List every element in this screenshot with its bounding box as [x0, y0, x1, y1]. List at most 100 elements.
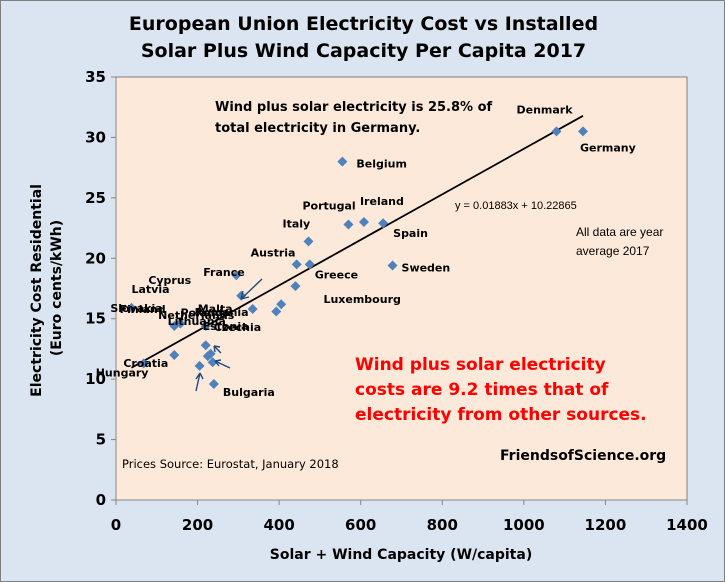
- point-label: Finland: [120, 303, 166, 316]
- x-tick-label: 0: [111, 516, 121, 534]
- data-point: [343, 219, 354, 230]
- cost-ratio-note-line-2: costs are 9.2 times that of: [355, 380, 609, 400]
- data-point: [126, 302, 137, 313]
- y-tick-label: 25: [85, 189, 106, 207]
- data-point: [200, 320, 211, 331]
- data-point: [387, 260, 398, 271]
- data-point: [169, 320, 180, 331]
- france-arrow: [240, 278, 263, 300]
- point-label: Spain: [393, 227, 428, 240]
- y-tick-label: 10: [85, 370, 106, 388]
- y-tick-label: 5: [96, 431, 106, 449]
- romania-arrow: [214, 360, 231, 369]
- point-label: Cyprus: [148, 274, 191, 287]
- y-tick-label: 20: [85, 249, 106, 267]
- point-label: Denmark: [516, 103, 573, 116]
- point-label: Austria: [251, 246, 296, 259]
- cost-ratio-note-line-1: Wind plus solar electricity: [355, 355, 606, 375]
- chart-title: European Union Electricity Cost vs Insta…: [1, 11, 725, 65]
- point-label: Bulgaria: [223, 386, 275, 399]
- data-point: [290, 281, 301, 292]
- point-label: Netherlands: [158, 309, 235, 322]
- y-tick-label: 15: [85, 310, 106, 328]
- point-label: Sweden: [402, 262, 451, 275]
- france-arrow-head: [240, 290, 250, 300]
- x-tick-label: 1200: [585, 516, 627, 534]
- y-tick-label: 30: [85, 128, 106, 146]
- germany-share-note-line-1: Wind plus solar electricity is 25.8% of: [215, 100, 493, 115]
- point-label: Malta: [198, 302, 233, 315]
- data-points: [126, 126, 588, 389]
- data-point: [207, 357, 218, 368]
- data-point: [231, 270, 242, 281]
- point-label: France: [203, 266, 244, 279]
- chart-title-line-1: European Union Electricity Cost vs Insta…: [128, 13, 599, 35]
- point-label: Luxembourg: [323, 293, 400, 306]
- point-label: Lithuania: [168, 315, 226, 328]
- point-label: Estonia: [203, 320, 249, 333]
- data-point: [208, 378, 219, 389]
- data-point: [247, 304, 258, 315]
- x-tick-label: 200: [182, 516, 213, 534]
- y-tick-label: 0: [96, 491, 106, 509]
- romania-arrow-head: [214, 359, 222, 367]
- lithuania-arrow: [195, 372, 201, 392]
- data-point: [202, 351, 213, 362]
- callout-arrows: [195, 278, 263, 392]
- point-label: Romania: [195, 306, 249, 319]
- point-label: Czechia: [214, 321, 261, 334]
- point-label: Portugal: [302, 199, 355, 212]
- data-point: [169, 349, 180, 360]
- y-axis-label: Electricity Cost Residential (Euro cents…: [29, 179, 65, 397]
- x-tick-label: 1400: [666, 516, 708, 534]
- data-point: [271, 306, 282, 317]
- x-tick-label: 400: [263, 516, 294, 534]
- point-label: Greece: [315, 268, 358, 281]
- data-year-note: All data are year average 2017: [576, 225, 667, 258]
- point-label: Croatia: [123, 357, 168, 370]
- point-label: Slovakia: [110, 302, 162, 315]
- germany-share-note-line-2: total electricity in Germany.: [215, 121, 420, 136]
- data-point: [378, 218, 389, 229]
- data-point: [194, 360, 205, 371]
- point-label: Germany: [580, 141, 636, 154]
- point-label: Belgium: [356, 158, 407, 171]
- data-point: [138, 358, 149, 369]
- cost-ratio-note-line-3: electricity from other sources.: [355, 405, 647, 425]
- point-label: Poland: [180, 307, 223, 320]
- germany-share-note: Wind plus solar electricity is 25.8% of …: [215, 100, 497, 136]
- source-note: Prices Source: Eurostat, January 2018: [122, 457, 339, 471]
- data-point: [303, 236, 314, 247]
- point-label: Ireland: [360, 195, 404, 208]
- data-year-note-line-2: average 2017: [576, 244, 650, 258]
- data-point: [358, 217, 369, 228]
- data-point: [577, 126, 588, 137]
- data-point: [276, 299, 287, 310]
- point-label: Latvia: [131, 283, 169, 296]
- estonia-arrow-head: [213, 345, 221, 353]
- cost-ratio-note: Wind plus solar electricity costs are 9.…: [355, 355, 647, 425]
- data-year-note-line-1: All data are year: [576, 225, 663, 239]
- x-tick-label: 800: [427, 516, 458, 534]
- y-axis-label-line-2: (Euro cents/kWh): [49, 220, 65, 356]
- website-label: FriendsofScience.org: [500, 448, 666, 464]
- data-point: [337, 156, 348, 167]
- point-label: Hungary: [96, 366, 149, 379]
- point-label: Italy: [283, 217, 311, 230]
- chart-title-line-2: Solar Plus Wind Capacity Per Capita 2017: [140, 40, 587, 62]
- axes: 0 200 400 600 800 1000 1200 1400 0 5 10 15 20 25 30 35: [85, 68, 708, 534]
- plot-area: [115, 76, 688, 501]
- y-axis-label-line-1: Electricity Cost Residential: [29, 184, 45, 397]
- trendline-equation: y = 0.01883x + 10.22865: [455, 200, 577, 212]
- lithuania-arrow-head: [195, 372, 204, 380]
- x-tick-label: 1000: [503, 516, 545, 534]
- data-point: [200, 340, 211, 351]
- estonia-arrow: [213, 345, 222, 354]
- data-point: [291, 259, 302, 270]
- data-point: [551, 126, 562, 137]
- x-axis-label: Solar + Wind Capacity (W/capita): [270, 547, 532, 563]
- data-point: [304, 259, 315, 270]
- y-tick-label: 35: [85, 68, 106, 86]
- x-tick-label: 600: [345, 516, 376, 534]
